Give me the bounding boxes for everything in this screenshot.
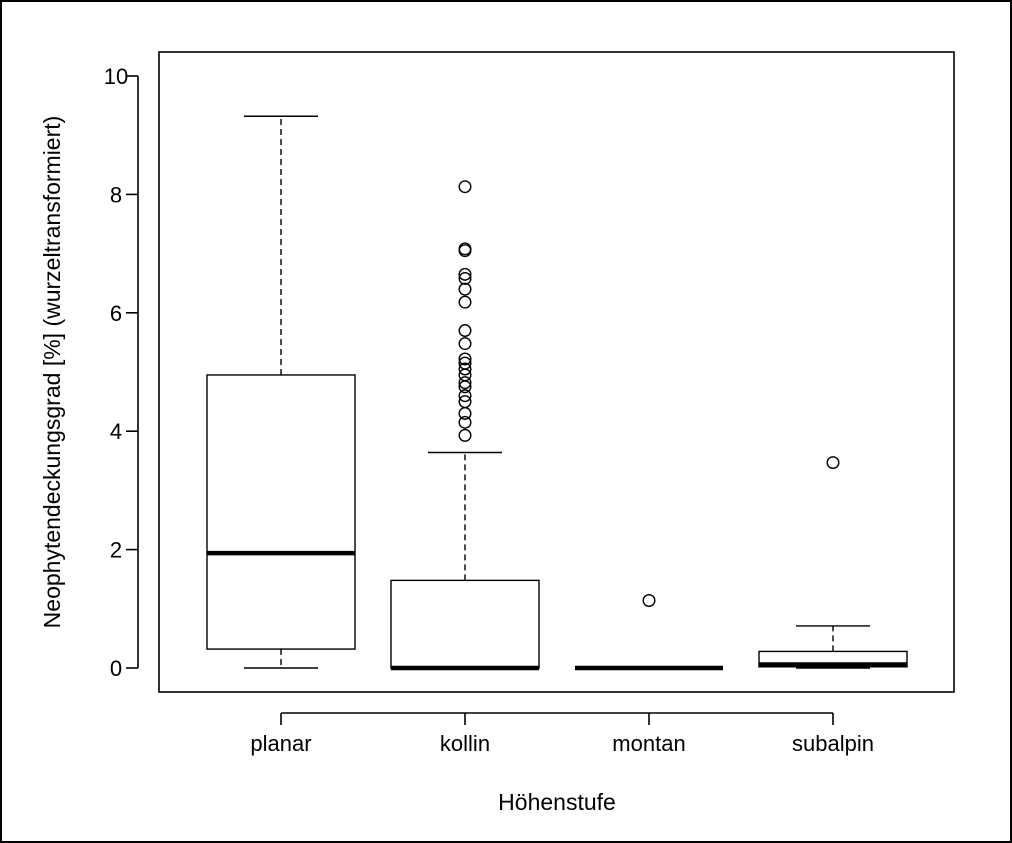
box-subalpin — [758, 456, 908, 669]
outlier-point — [458, 337, 472, 351]
y-axis-title: Neophytendeckungsgrad [%] (wurzeltransfo… — [39, 116, 65, 629]
y-tick-label: 10 — [104, 64, 128, 89]
x-tick-label: subalpin — [792, 731, 874, 756]
outlier-point — [458, 395, 472, 409]
y-tick-label: 8 — [110, 182, 122, 207]
outlier-point — [642, 594, 656, 608]
y-tick-label: 2 — [110, 538, 122, 563]
outlier-point — [826, 456, 840, 470]
outlier-point — [458, 356, 472, 370]
y-axis: 0 2 4 6 8 10 — [104, 64, 139, 681]
plot-border — [158, 51, 955, 693]
outlier-point — [458, 415, 472, 429]
y-tick-label: 4 — [110, 419, 122, 444]
boxes — [206, 115, 908, 671]
outlier-point — [458, 406, 472, 420]
x-tick-label: montan — [612, 731, 685, 756]
x-tick-label: kollin — [440, 731, 490, 756]
box-planar — [206, 115, 356, 669]
x-axis: planar kollin montan subalpin — [250, 712, 874, 756]
outlier-point — [458, 362, 472, 376]
outlier-point — [458, 324, 472, 338]
outlier-point — [458, 376, 472, 390]
box-kollin — [390, 180, 540, 671]
outlier-point — [458, 271, 472, 285]
y-tick-label: 6 — [110, 301, 122, 326]
outlier-point — [458, 267, 472, 281]
x-tick-label: planar — [250, 731, 311, 756]
outlier-point — [458, 389, 472, 403]
x-axis-title: Höhenstufe — [498, 789, 616, 815]
box-montan — [575, 594, 723, 671]
outlier-point — [458, 428, 472, 442]
box-iqr — [206, 374, 356, 650]
outlier-point — [458, 180, 472, 194]
y-tick-label: 0 — [110, 656, 122, 681]
box-iqr — [390, 579, 540, 669]
outlier-point — [458, 295, 472, 309]
outlier-point — [458, 242, 472, 256]
outlier-point — [458, 282, 472, 296]
outlier-point — [458, 352, 472, 366]
